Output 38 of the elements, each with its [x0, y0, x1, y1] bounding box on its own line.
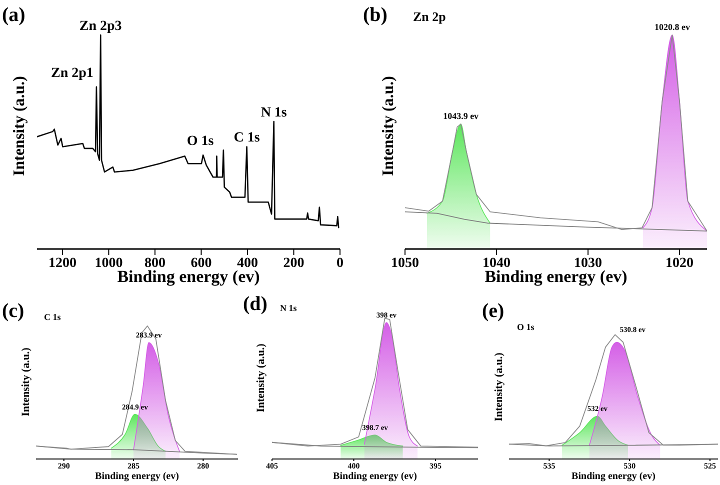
x-tick-label: 290	[58, 462, 70, 471]
y-axis-title: Intensity (a.u.)	[255, 343, 267, 412]
x-tick-label: 525	[704, 462, 716, 471]
annotation: Zn 2p3	[79, 19, 122, 34]
x-tick-label: 1050	[391, 256, 419, 271]
chart-title: (c)	[2, 300, 24, 323]
annotation: 1043.9 ev	[443, 111, 480, 122]
y-axis-title: Intensity (a.u.)	[493, 352, 505, 422]
x-tick-label: 1200	[48, 256, 76, 271]
text: Zn 2p	[413, 9, 446, 25]
x-axis-title: Binding energy (ev)	[572, 471, 656, 482]
y-axis-title: Intensity (a.u.)	[11, 75, 29, 176]
annotation: 1020.8 ev	[654, 22, 690, 32]
x-tick-label: 0	[336, 256, 344, 271]
chart-title: (d)	[243, 293, 268, 316]
text: N 1s	[280, 303, 297, 313]
annotation: Zn 2p1	[51, 66, 94, 81]
text: C 1s	[44, 312, 61, 322]
x-tick-label: 280	[197, 462, 210, 471]
x-tick-label: 1020	[666, 256, 694, 271]
x-tick-label: 395	[429, 462, 442, 471]
x-tick-label: 405	[266, 462, 278, 471]
annotation: C 1s	[234, 130, 260, 146]
x-tick-label: 400	[348, 462, 360, 471]
annotation: O 1s	[186, 134, 214, 150]
chart-title: (a)	[2, 4, 26, 27]
x-tick-label: 200	[283, 256, 304, 271]
chart-title: (b)	[363, 4, 388, 27]
text: O 1s	[517, 322, 534, 332]
x-tick-label: 285	[128, 462, 140, 471]
x-axis-title: Binding energy (ev)	[333, 471, 417, 482]
x-tick-label: 535	[543, 462, 556, 471]
x-axis-title: Binding energy (ev)	[95, 471, 179, 482]
y-axis-title: Intensity (a.u.)	[20, 348, 32, 416]
x-tick-label: 530	[624, 462, 636, 471]
y-axis-title: Intensity (a.u.)	[380, 75, 398, 176]
chart-title: (e)	[482, 300, 504, 323]
annotation: N 1s	[260, 106, 288, 121]
